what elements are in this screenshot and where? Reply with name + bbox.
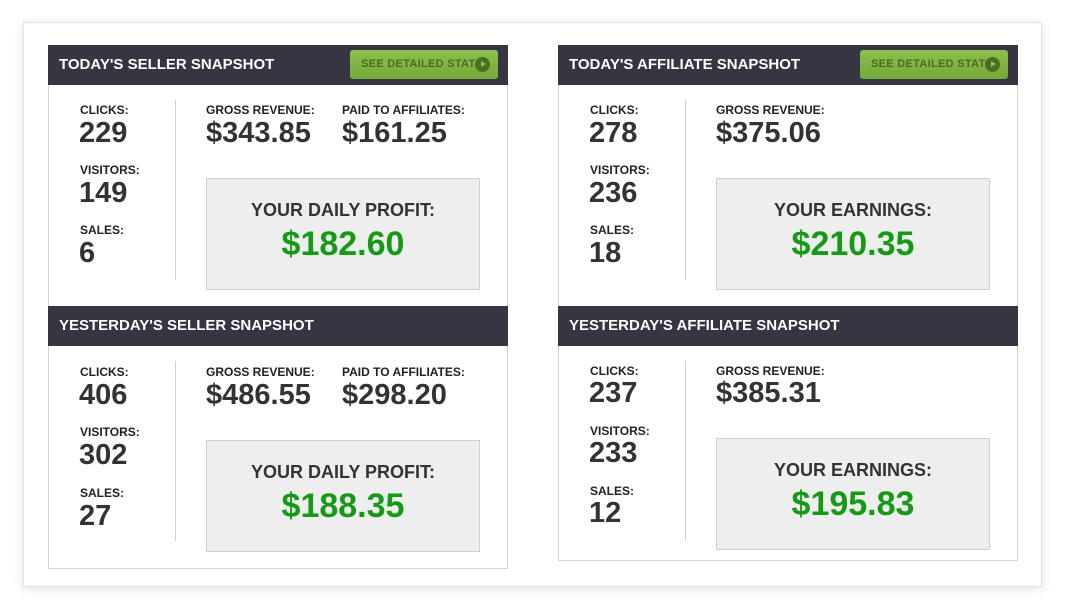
visitors-value: 302 (79, 439, 128, 471)
paid-affiliates-label: PAID TO AFFILIATES: (342, 103, 465, 117)
paid-affiliates-value: $298.20 (342, 379, 447, 411)
divider (175, 361, 176, 541)
gross-revenue-value: $343.85 (206, 117, 311, 149)
sales-label: SALES: (590, 223, 635, 237)
earnings-label: YOUR EARNINGS: (773, 200, 932, 220)
profit-box: YOUR DAILY PROFIT: $182.60 (206, 178, 480, 290)
panel-title: YESTERDAY'S AFFILIATE SNAPSHOT (569, 317, 840, 334)
earnings-value: $195.83 (791, 485, 915, 523)
panel-header: TODAY'S AFFILIATE SNAPSHOT SEE DETAILED … (558, 45, 1018, 85)
panel-title: YESTERDAY'S SELLER SNAPSHOT (59, 317, 314, 334)
panel-header: YESTERDAY'S SELLER SNAPSHOT (48, 306, 508, 346)
panel-title: TODAY'S SELLER SNAPSHOT (59, 56, 275, 73)
play-icon (985, 57, 1000, 72)
profit-box: YOUR DAILY PROFIT: $188.35 (206, 440, 480, 552)
gross-revenue-label: GROSS REVENUE: (206, 365, 315, 379)
clicks-value: 278 (589, 117, 638, 149)
today-affiliate-panel: TODAY'S AFFILIATE SNAPSHOT SEE DETAILED … (558, 45, 1018, 307)
clicks-label: CLICKS: (80, 103, 129, 117)
earnings-label: YOUR EARNINGS: (773, 460, 932, 480)
gross-revenue-label: GROSS REVENUE: (716, 364, 825, 378)
visitors-label: VISITORS: (80, 163, 140, 177)
gross-revenue-value: $385.31 (716, 377, 821, 409)
panel-header: YESTERDAY'S AFFILIATE SNAPSHOT (558, 306, 1018, 346)
clicks-label: CLICKS: (590, 103, 639, 117)
visitors-value: 236 (589, 177, 638, 209)
visitors-label: VISITORS: (80, 425, 140, 439)
button-label: SEE DETAILED STATS (871, 58, 994, 70)
panel-title: TODAY'S AFFILIATE SNAPSHOT (569, 56, 801, 73)
clicks-label: CLICKS: (80, 365, 129, 379)
profit-value: $182.60 (281, 225, 405, 263)
divider (685, 361, 686, 541)
yesterday-affiliate-panel: YESTERDAY'S AFFILIATE SNAPSHOT CLICKS: 2… (558, 306, 1018, 561)
profit-value: $188.35 (281, 487, 405, 525)
earnings-box: YOUR EARNINGS: $195.83 (716, 438, 990, 550)
gross-revenue-value: $486.55 (206, 379, 311, 411)
sales-label: SALES: (80, 486, 125, 500)
profit-label: YOUR DAILY PROFIT: (250, 462, 436, 482)
gross-revenue-label: GROSS REVENUE: (206, 103, 315, 117)
panel-body: CLICKS: 237 VISITORS: 233 SALES: 12 GROS… (558, 346, 1018, 561)
paid-affiliates-label: PAID TO AFFILIATES: (342, 365, 465, 379)
sales-label: SALES: (590, 484, 635, 498)
profit-label: YOUR DAILY PROFIT: (250, 200, 436, 220)
visitors-value: 233 (589, 437, 638, 469)
clicks-label: CLICKS: (590, 364, 639, 378)
sales-value: 12 (589, 497, 622, 529)
play-icon (475, 57, 490, 72)
panel-header: TODAY'S SELLER SNAPSHOT SEE DETAILED STA… (48, 45, 508, 85)
yesterday-seller-panel: YESTERDAY'S SELLER SNAPSHOT CLICKS: 406 … (48, 306, 508, 569)
see-detailed-stats-button[interactable]: SEE DETAILED STATS (350, 50, 498, 79)
clicks-value: 229 (79, 117, 128, 149)
clicks-value: 406 (79, 379, 128, 411)
gross-revenue-label: GROSS REVENUE: (716, 103, 825, 117)
visitors-value: 149 (79, 177, 128, 209)
sales-label: SALES: (80, 223, 125, 237)
visitors-label: VISITORS: (590, 424, 650, 438)
sales-value: 6 (79, 237, 96, 269)
sales-value: 27 (79, 500, 112, 532)
gross-revenue-value: $375.06 (716, 117, 821, 149)
panel-body: CLICKS: 229 VISITORS: 149 SALES: 6 GROSS… (48, 85, 508, 307)
earnings-box: YOUR EARNINGS: $210.35 (716, 178, 990, 290)
see-detailed-stats-button[interactable]: SEE DETAILED STATS (860, 50, 1008, 79)
clicks-value: 237 (589, 377, 638, 409)
today-seller-panel: TODAY'S SELLER SNAPSHOT SEE DETAILED STA… (48, 45, 508, 307)
divider (175, 100, 176, 280)
panel-body: CLICKS: 278 VISITORS: 236 SALES: 18 GROS… (558, 85, 1018, 307)
button-label: SEE DETAILED STATS (361, 58, 484, 70)
paid-affiliates-value: $161.25 (342, 117, 447, 149)
earnings-value: $210.35 (791, 225, 915, 263)
panel-body: CLICKS: 406 VISITORS: 302 SALES: 27 GROS… (48, 346, 508, 569)
sales-value: 18 (589, 237, 622, 269)
divider (685, 100, 686, 280)
visitors-label: VISITORS: (590, 163, 650, 177)
